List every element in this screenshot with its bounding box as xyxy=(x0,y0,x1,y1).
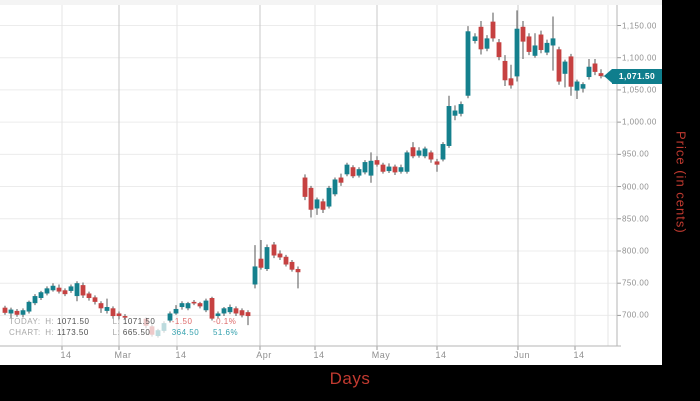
y-tick-label: 850.00 xyxy=(622,214,650,224)
y-tick-label: 900.00 xyxy=(622,182,650,192)
chart-stats-legend: TODAY: H: 1071.50 L: 1071.50 -1.50 -0.1%… xyxy=(9,316,238,338)
current-price-badge: 1,071.50 xyxy=(612,69,662,84)
chart-panel: 1,150.00 1,100.00 1,050.00 1,000.00 950.00 90… xyxy=(0,0,662,365)
candlestick-plot-area[interactable] xyxy=(0,0,662,365)
chart-high-label: H: xyxy=(45,328,55,337)
x-tick-label: Jun xyxy=(513,350,531,360)
legend-chart-label: CHART: xyxy=(9,328,41,337)
y-tick-label: 700.00 xyxy=(622,310,650,320)
y-tick-label: 1,000.00 xyxy=(622,117,657,127)
y-tick-label: 1,100.00 xyxy=(622,53,657,63)
today-change-value: -1.50 xyxy=(171,317,193,326)
y-axis-title: Price (in cents) xyxy=(673,131,689,234)
x-tick-label: Apr xyxy=(256,350,272,360)
today-percent-value: -0.1% xyxy=(212,317,237,326)
today-low-value: 1071.50 xyxy=(122,317,156,326)
current-price-badge-arrow xyxy=(604,69,612,83)
chart-percent-value: 51.6% xyxy=(212,328,239,337)
legend-row-today: TODAY: H: 1071.50 L: 1071.50 -1.50 -0.1% xyxy=(9,316,238,327)
x-tick-label: 14 xyxy=(60,350,72,360)
legend-row-chart: CHART: H: 1173.50 L: 665.50 364.50 51.6% xyxy=(9,327,238,338)
x-tick-label: 14 xyxy=(573,350,585,360)
chart-low-label: L: xyxy=(112,328,121,337)
x-tick-label: 14 xyxy=(313,350,325,360)
today-low-label: L: xyxy=(112,317,121,326)
x-axis-title: Days xyxy=(329,369,371,388)
y-tick-label: 800.00 xyxy=(622,246,650,256)
x-tick-label: 14 xyxy=(435,350,447,360)
y-tick-label: 750.00 xyxy=(622,278,650,288)
chart-high-value: 1173.50 xyxy=(56,328,89,337)
x-tick-label: Mar xyxy=(114,350,132,360)
chart-range-value: 364.50 xyxy=(171,328,200,337)
y-tick-label: 950.00 xyxy=(622,149,650,159)
x-tick-label: May xyxy=(371,350,391,360)
chart-low-value: 665.50 xyxy=(122,328,151,337)
today-high-value: 1071.50 xyxy=(56,317,90,326)
legend-today-label: TODAY: xyxy=(9,317,41,326)
y-tick-label: 1,150.00 xyxy=(622,21,657,30)
today-high-label: H: xyxy=(45,317,55,326)
y-tick-label: 1,050.00 xyxy=(622,85,657,95)
chart-top-band xyxy=(0,0,662,5)
x-tick-label: 14 xyxy=(175,350,187,360)
